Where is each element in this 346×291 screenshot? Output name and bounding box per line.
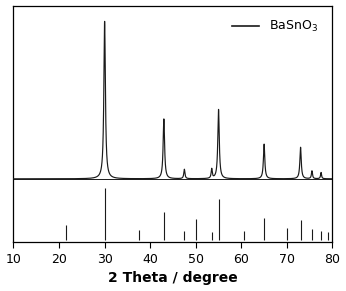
Legend: BaSnO$_3$: BaSnO$_3$ bbox=[227, 14, 323, 39]
X-axis label: 2 Theta / degree: 2 Theta / degree bbox=[108, 272, 238, 285]
